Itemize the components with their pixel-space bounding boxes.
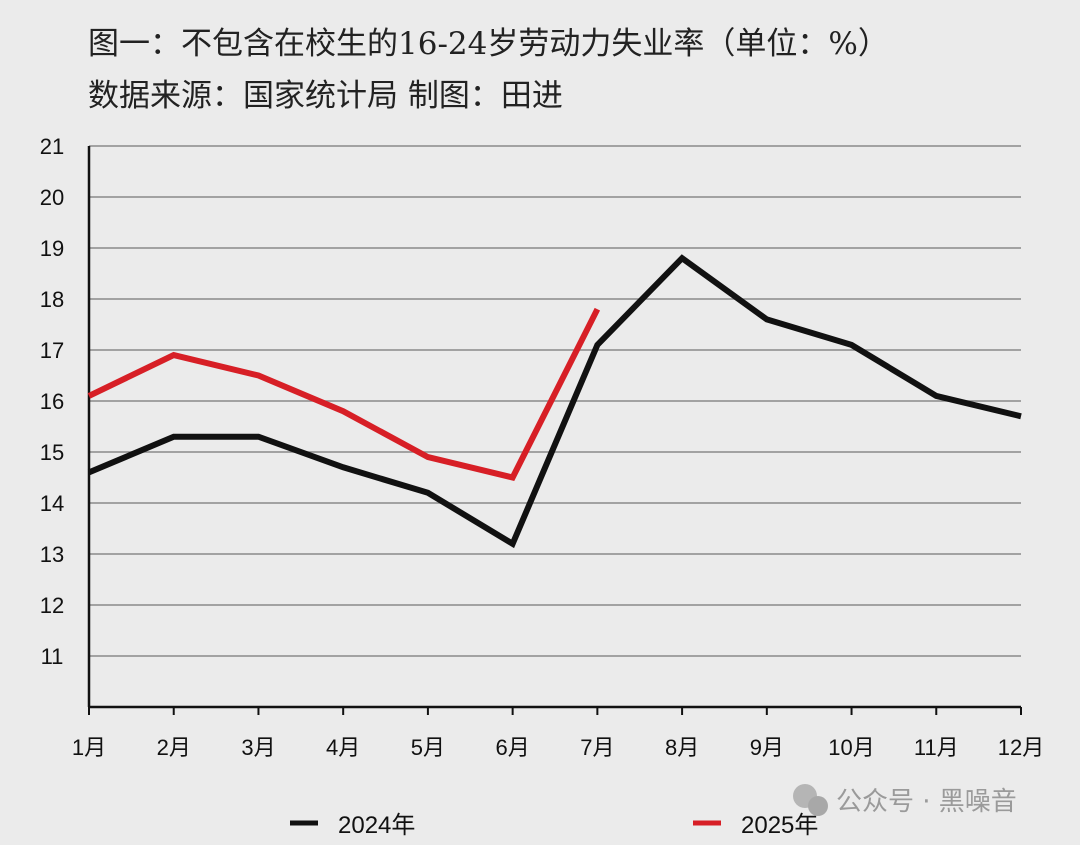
x-tick-label: 8月 [665,735,699,760]
y-tick-label: 12 [40,593,64,618]
x-tick-label: 10月 [828,735,874,760]
y-tick-label: 11 [41,644,64,669]
x-tick-label: 2月 [157,735,191,760]
x-tick-label: 12月 [998,735,1044,760]
y-tick-label: 18 [40,287,64,312]
x-tick-label: 6月 [496,735,530,760]
wechat-icon [808,796,828,816]
chart-subtitle: 数据来源：国家统计局 制图：田进 [88,78,563,114]
y-tick-label: 17 [40,338,64,363]
series-line-2024年 [87,254,1022,549]
y-tick-label: 15 [40,440,64,465]
legend-label: 2024年 [338,812,415,839]
y-tick-label: 13 [40,542,64,567]
watermark: 公众号 · 黑噪音 [836,787,1017,817]
y-tick-label: 16 [40,389,64,414]
y-tick-label: 14 [40,491,64,516]
x-tick-label: 7月 [580,735,614,760]
x-tick-label: 5月 [411,735,445,760]
x-tick-label: 1月 [72,735,106,760]
x-tick-label: 11月 [914,735,959,760]
y-tick-label: 19 [40,236,64,261]
y-tick-label: 21 [40,134,64,159]
legend-label: 2025年 [741,812,818,839]
x-tick-label: 9月 [750,735,784,760]
y-tick-label: 20 [40,185,64,210]
chart-title: 图一：不包含在校生的16-24岁劳动力失业率（单位：%） [88,26,889,62]
x-tick-label: 4月 [326,735,360,760]
x-tick-label: 3月 [241,735,275,760]
